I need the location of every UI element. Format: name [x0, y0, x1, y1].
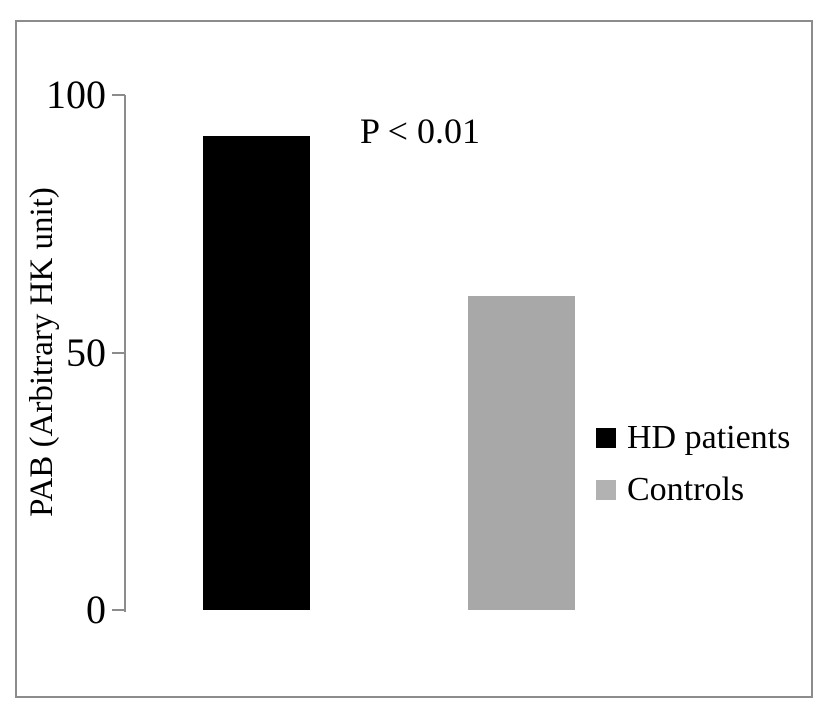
y-axis-line: [124, 95, 126, 612]
legend-swatch-controls-icon: [596, 480, 616, 500]
legend-item-hd-patients: HD patients: [596, 419, 791, 456]
chart-frame: [15, 20, 813, 698]
y-tick-label: 100: [46, 72, 106, 117]
y-tick-mark: [112, 351, 125, 354]
significance-annotation: P < 0.01: [360, 111, 480, 151]
y-tick-label: 0: [86, 587, 106, 632]
legend-swatch-hd-patients-icon: [596, 428, 616, 448]
bar-hd-patients: [203, 136, 310, 610]
legend-label-controls: Controls: [627, 471, 745, 508]
y-tick-label: 50: [66, 329, 106, 375]
y-tick-mark: [112, 94, 125, 96]
legend-item-controls: Controls: [596, 471, 790, 508]
legend: HD patients Controls: [596, 419, 791, 524]
bar-controls: [468, 296, 575, 610]
y-tick-mark: [112, 609, 125, 611]
legend-label-hd-patients: HD patients: [627, 419, 791, 456]
y-axis-title: PAB (Arbitrary HK unit): [24, 187, 60, 517]
